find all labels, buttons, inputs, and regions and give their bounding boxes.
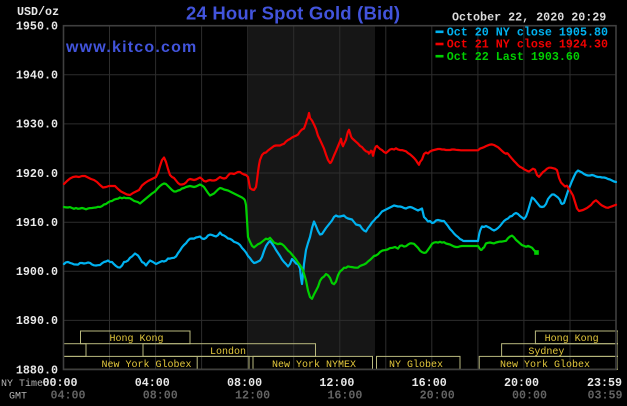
svg-text:00:00: 00:00	[42, 376, 77, 390]
svg-text:Sydney: Sydney	[528, 346, 564, 358]
svg-text:20:00: 20:00	[504, 376, 539, 390]
svg-text:NY Globex: NY Globex	[389, 359, 443, 371]
svg-text:08:00: 08:00	[227, 376, 262, 390]
svg-text:03:59: 03:59	[587, 389, 622, 403]
svg-text:04:00: 04:00	[135, 376, 170, 390]
svg-text:London: London	[210, 346, 246, 358]
svg-text:23:59: 23:59	[587, 376, 622, 390]
svg-text:04:00: 04:00	[50, 389, 85, 403]
svg-text:Oct 20 NY close 1905.80: Oct 20 NY close 1905.80	[447, 26, 608, 40]
svg-text:1900.0: 1900.0	[16, 265, 58, 279]
svg-text:24 Hour Spot Gold (Bid): 24 Hour Spot Gold (Bid)	[186, 3, 400, 24]
svg-text:New York Globex: New York Globex	[500, 359, 590, 371]
svg-text:1920.0: 1920.0	[16, 167, 58, 181]
svg-text:GMT: GMT	[9, 392, 27, 403]
svg-text:12:00: 12:00	[235, 389, 270, 403]
svg-text:12:00: 12:00	[319, 376, 354, 390]
svg-text:1890.0: 1890.0	[16, 314, 58, 328]
svg-text:Oct 21 NY close 1924.30: Oct 21 NY close 1924.30	[447, 38, 608, 52]
svg-text:Hong Kong: Hong Kong	[110, 334, 164, 345]
svg-text:08:00: 08:00	[143, 389, 178, 403]
svg-text:1950.0: 1950.0	[16, 20, 58, 34]
svg-text:New York Globex: New York Globex	[102, 359, 192, 371]
svg-text:1940.0: 1940.0	[16, 69, 58, 83]
svg-text:16:00: 16:00	[327, 389, 362, 403]
svg-text:00:00: 00:00	[512, 389, 547, 403]
svg-text:1910.0: 1910.0	[16, 216, 58, 230]
svg-text:20:00: 20:00	[420, 389, 455, 403]
svg-text:New York NYMEX: New York NYMEX	[272, 359, 356, 371]
svg-text:1930.0: 1930.0	[16, 118, 58, 132]
svg-text:16:00: 16:00	[412, 376, 447, 390]
svg-text:NY Time: NY Time	[1, 378, 43, 390]
svg-text:Hong Kong: Hong Kong	[545, 334, 599, 345]
svg-text:Oct 22 Last 1903.60: Oct 22 Last 1903.60	[447, 50, 580, 64]
svg-text:October 22, 2020 20:29: October 22, 2020 20:29	[452, 11, 606, 25]
svg-text:1880.0: 1880.0	[16, 363, 58, 377]
svg-text:www.kitco.com: www.kitco.com	[65, 39, 197, 56]
svg-text:USD/oz: USD/oz	[17, 5, 59, 19]
